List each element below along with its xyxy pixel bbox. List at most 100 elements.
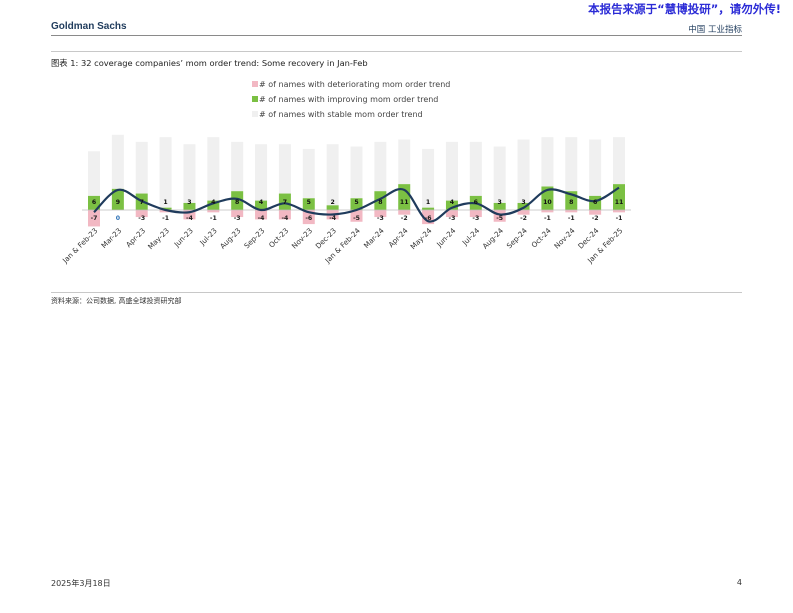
legend-label-2: # of names with stable mom order trend	[259, 110, 423, 119]
footer-date: 2025年3月18日	[51, 579, 111, 588]
bar-improving-13	[398, 184, 411, 210]
legend-swatch-1	[252, 96, 258, 102]
exhibit-title: 图表 1: 32 coverage companies’ mom order t…	[51, 58, 368, 68]
bar-stable-19	[541, 137, 554, 187]
x-tick-label-3: May-23	[146, 226, 171, 251]
label-improving-8: 7	[283, 199, 287, 206]
x-tick-label-13: Apr-24	[387, 226, 410, 249]
label-deteriorating-2: -3	[138, 215, 145, 222]
bar-stable-7	[255, 144, 268, 201]
bar-deteriorating-20	[565, 210, 578, 213]
label-deteriorating-3: -1	[162, 215, 169, 222]
bar-deteriorating-5	[207, 210, 220, 213]
bar-improving-15	[445, 200, 458, 210]
bar-deteriorating-17	[493, 210, 506, 222]
bar-improving-12	[374, 191, 387, 210]
bar-stable-8	[278, 144, 291, 194]
bar-deteriorating-8	[278, 210, 291, 220]
label-deteriorating-12: -3	[377, 215, 384, 222]
bar-deteriorating-2	[135, 210, 148, 218]
label-deteriorating-19: -1	[544, 215, 551, 222]
label-improving-6: 8	[235, 199, 239, 206]
x-tick-label-19: Oct-24	[529, 226, 553, 250]
bar-improving-7	[255, 200, 268, 210]
chart-top-rule	[51, 51, 742, 52]
bar-stable-20	[565, 137, 578, 192]
legend-swatch-0	[252, 81, 258, 87]
bar-stable-14	[422, 148, 435, 208]
bar-improving-4	[183, 202, 196, 210]
label-improving-4: 3	[187, 199, 191, 206]
bar-stable-1	[111, 134, 124, 189]
label-deteriorating-22: -1	[616, 215, 623, 222]
bar-improving-5	[207, 200, 220, 210]
x-tick-label-6: Aug-23	[218, 226, 243, 251]
label-improving-10: 2	[330, 199, 334, 206]
bar-deteriorating-18	[517, 210, 530, 215]
bar-deteriorating-6	[231, 210, 244, 218]
x-tick-label-12: Mar-24	[362, 226, 386, 250]
bar-improving-17	[493, 202, 506, 210]
chart-svg: 6-7907-31-13-44-18-34-47-45-62-45-58-311…	[60, 80, 631, 265]
header-section-label: 中国 工业指标	[688, 25, 742, 35]
x-tick-label-5: Jul-23	[197, 226, 219, 248]
bar-deteriorating-7	[255, 210, 268, 220]
label-improving-19: 10	[543, 199, 552, 206]
bar-improving-8	[278, 193, 291, 210]
label-deteriorating-6: -3	[234, 215, 241, 222]
bar-stable-10	[326, 144, 339, 206]
label-deteriorating-0: -7	[91, 215, 98, 222]
brand-logo-text: Goldman Sachs	[51, 21, 127, 32]
bar-stable-18	[517, 139, 530, 203]
label-deteriorating-20: -1	[568, 215, 575, 222]
x-tick-label-0: Jan & Feb-23	[60, 226, 99, 265]
x-tick-label-8: Oct-23	[267, 226, 290, 249]
bar-deteriorating-21	[589, 210, 602, 215]
label-improving-14: 1	[426, 199, 430, 206]
bar-improving-14	[422, 207, 435, 210]
label-improving-13: 11	[400, 199, 409, 206]
bar-stable-15	[445, 141, 458, 201]
bar-stable-2	[135, 141, 148, 194]
x-tick-label-16: Jul-24	[460, 226, 482, 248]
legend-swatch-2	[252, 111, 258, 117]
bar-deteriorating-15	[445, 210, 458, 218]
legend-label-1: # of names with improving mom order tren…	[259, 95, 438, 104]
bar-improving-10	[326, 205, 339, 210]
bar-improving-0	[88, 195, 100, 210]
label-improving-3: 1	[163, 199, 167, 206]
label-improving-20: 8	[569, 199, 573, 206]
label-improving-21: 6	[593, 199, 597, 206]
label-deteriorating-18: -2	[520, 215, 527, 222]
label-improving-7: 4	[259, 199, 264, 206]
label-deteriorating-17: -5	[496, 215, 503, 222]
bar-stable-22	[613, 137, 625, 185]
bar-improving-1	[111, 188, 124, 210]
bar-deteriorating-16	[469, 210, 482, 218]
x-tick-label-17: Aug-24	[481, 226, 506, 251]
x-tick-label-14: May-24	[408, 226, 433, 251]
label-deteriorating-14: -6	[425, 215, 432, 222]
x-tick-label-15: Jun-24	[434, 226, 458, 250]
label-improving-18: 3	[521, 199, 525, 206]
x-tick-label-1: Mar-23	[99, 226, 123, 250]
bar-deteriorating-0	[88, 210, 100, 227]
x-tick-label-9: Nov-23	[290, 226, 314, 250]
label-deteriorating-15: -3	[449, 215, 456, 222]
bar-improving-11	[350, 198, 363, 210]
bar-improving-9	[302, 198, 315, 210]
label-improving-17: 3	[498, 199, 502, 206]
page-number: 4	[736, 578, 742, 587]
label-deteriorating-9: -6	[305, 215, 312, 222]
label-improving-11: 5	[354, 199, 358, 206]
bar-stable-13	[398, 139, 411, 185]
bar-deteriorating-11	[350, 210, 363, 222]
source-note: 资料来源：公司数据, 高盛全球投资研究部	[51, 297, 182, 305]
bar-stable-17	[493, 146, 506, 203]
label-deteriorating-10: -4	[329, 215, 337, 222]
bar-improving-3	[159, 207, 172, 210]
bar-deteriorating-13	[398, 210, 411, 215]
bar-deteriorating-3	[159, 210, 172, 213]
label-deteriorating-4: -4	[186, 215, 194, 222]
label-improving-16: 6	[474, 199, 478, 206]
